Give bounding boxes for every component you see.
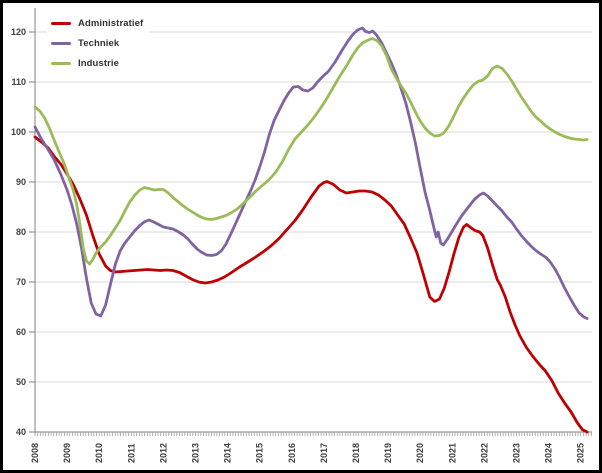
legend-item-administratief: Administratief: [51, 13, 143, 33]
svg-text:2012: 2012: [158, 443, 168, 463]
line-chart-canvas: 40 50 60 70 80 90 100 110 120 2008 2009 2010 2011 201…: [11, 8, 592, 463]
svg-text:2008: 2008: [30, 443, 40, 463]
svg-text:2017: 2017: [319, 443, 329, 463]
svg-text:2021: 2021: [447, 443, 457, 463]
svg-text:2023: 2023: [512, 443, 522, 463]
legend-label: Industrie: [78, 57, 120, 69]
svg-text:110: 110: [11, 77, 26, 87]
legend-label: Techniek: [78, 37, 120, 49]
svg-text:2016: 2016: [287, 443, 297, 463]
svg-text:2013: 2013: [191, 443, 201, 463]
svg-text:60: 60: [16, 327, 26, 337]
chart-legend: Administratief Techniek Industrie: [47, 11, 150, 75]
svg-text:2022: 2022: [479, 443, 489, 463]
svg-text:2024: 2024: [544, 443, 554, 463]
svg-text:50: 50: [16, 377, 26, 387]
svg-text:120: 120: [11, 27, 26, 37]
industrie-line-swatch: [51, 61, 71, 65]
svg-text:2009: 2009: [62, 443, 72, 463]
administratief-line-swatch: [51, 21, 71, 25]
svg-text:40: 40: [16, 427, 26, 437]
svg-text:2015: 2015: [255, 443, 265, 463]
svg-text:2020: 2020: [415, 443, 425, 463]
svg-text:2010: 2010: [94, 443, 104, 463]
legend-label: Administratief: [78, 17, 144, 29]
svg-text:2019: 2019: [383, 443, 393, 463]
svg-text:80: 80: [16, 227, 26, 237]
svg-text:2014: 2014: [223, 443, 233, 463]
svg-text:2018: 2018: [351, 443, 361, 463]
svg-text:100: 100: [11, 127, 26, 137]
legend-item-industrie: Industrie: [51, 53, 143, 73]
svg-text:2025: 2025: [576, 443, 586, 463]
svg-text:2011: 2011: [126, 443, 136, 463]
techniek-line-swatch: [51, 41, 71, 45]
svg-text:90: 90: [16, 177, 26, 187]
legend-item-techniek: Techniek: [51, 33, 143, 53]
svg-text:70: 70: [16, 277, 26, 287]
